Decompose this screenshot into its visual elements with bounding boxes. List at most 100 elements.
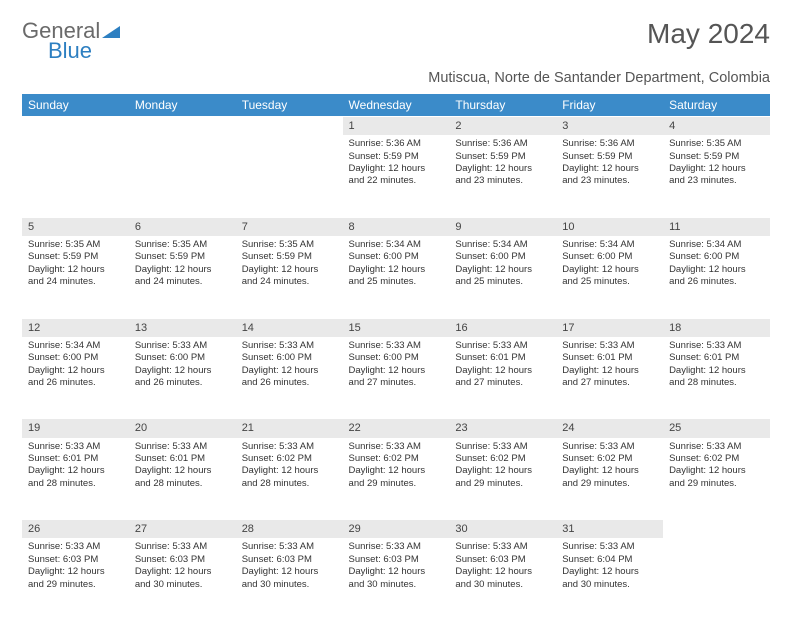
day-content-row: Sunrise: 5:35 AMSunset: 5:59 PMDaylight:… — [22, 236, 770, 318]
day-cell — [663, 538, 770, 620]
sunrise-text: Sunrise: 5:33 AM — [669, 340, 764, 352]
daylight-text: Daylight: 12 hours and 26 minutes. — [28, 365, 123, 390]
day-number — [663, 520, 770, 539]
day-cell: Sunrise: 5:35 AMSunset: 5:59 PMDaylight:… — [22, 236, 129, 318]
daylight-text: Daylight: 12 hours and 25 minutes. — [562, 264, 657, 289]
day-number — [129, 117, 236, 136]
day-number: 14 — [236, 318, 343, 337]
sunset-text: Sunset: 6:00 PM — [349, 251, 444, 263]
day-cell: Sunrise: 5:35 AMSunset: 5:59 PMDaylight:… — [236, 236, 343, 318]
weekday-header: Wednesday — [343, 94, 450, 117]
day-number: 27 — [129, 520, 236, 539]
daylight-text: Daylight: 12 hours and 28 minutes. — [669, 365, 764, 390]
sunset-text: Sunset: 6:02 PM — [669, 453, 764, 465]
daylight-text: Daylight: 12 hours and 29 minutes. — [562, 465, 657, 490]
sunrise-text: Sunrise: 5:33 AM — [349, 541, 444, 553]
day-cell: Sunrise: 5:34 AMSunset: 6:00 PMDaylight:… — [556, 236, 663, 318]
day-number: 5 — [22, 217, 129, 236]
sunset-text: Sunset: 6:03 PM — [455, 554, 550, 566]
day-number: 4 — [663, 117, 770, 136]
day-number: 7 — [236, 217, 343, 236]
sunset-text: Sunset: 6:02 PM — [242, 453, 337, 465]
sunset-text: Sunset: 6:00 PM — [242, 352, 337, 364]
sunset-text: Sunset: 6:01 PM — [669, 352, 764, 364]
day-cell — [236, 135, 343, 217]
sunset-text: Sunset: 6:01 PM — [28, 453, 123, 465]
sunset-text: Sunset: 5:59 PM — [455, 151, 550, 163]
day-cell: Sunrise: 5:33 AMSunset: 6:03 PMDaylight:… — [236, 538, 343, 620]
sunrise-text: Sunrise: 5:33 AM — [242, 340, 337, 352]
weekday-header-row: Sunday Monday Tuesday Wednesday Thursday… — [22, 94, 770, 117]
sunset-text: Sunset: 5:59 PM — [349, 151, 444, 163]
title-block: May 2024 — [647, 18, 770, 50]
day-cell: Sunrise: 5:34 AMSunset: 6:00 PMDaylight:… — [449, 236, 556, 318]
daylight-text: Daylight: 12 hours and 27 minutes. — [562, 365, 657, 390]
day-number: 24 — [556, 419, 663, 438]
daylight-text: Daylight: 12 hours and 29 minutes. — [455, 465, 550, 490]
day-cell: Sunrise: 5:33 AMSunset: 6:02 PMDaylight:… — [236, 438, 343, 520]
sunrise-text: Sunrise: 5:33 AM — [135, 441, 230, 453]
day-number: 30 — [449, 520, 556, 539]
day-number: 9 — [449, 217, 556, 236]
month-title: May 2024 — [647, 18, 770, 50]
day-cell: Sunrise: 5:33 AMSunset: 6:01 PMDaylight:… — [129, 438, 236, 520]
sunrise-text: Sunrise: 5:35 AM — [135, 239, 230, 251]
day-number: 28 — [236, 520, 343, 539]
sunrise-text: Sunrise: 5:33 AM — [242, 441, 337, 453]
day-cell: Sunrise: 5:33 AMSunset: 6:02 PMDaylight:… — [343, 438, 450, 520]
day-number: 2 — [449, 117, 556, 136]
day-cell: Sunrise: 5:33 AMSunset: 6:03 PMDaylight:… — [22, 538, 129, 620]
day-number: 21 — [236, 419, 343, 438]
day-number: 23 — [449, 419, 556, 438]
sunset-text: Sunset: 5:59 PM — [669, 151, 764, 163]
sunrise-text: Sunrise: 5:36 AM — [562, 138, 657, 150]
day-cell: Sunrise: 5:33 AMSunset: 6:03 PMDaylight:… — [129, 538, 236, 620]
day-content-row: Sunrise: 5:34 AMSunset: 6:00 PMDaylight:… — [22, 337, 770, 419]
sunset-text: Sunset: 5:59 PM — [28, 251, 123, 263]
sunset-text: Sunset: 6:00 PM — [562, 251, 657, 263]
sunrise-text: Sunrise: 5:36 AM — [349, 138, 444, 150]
day-cell: Sunrise: 5:33 AMSunset: 6:03 PMDaylight:… — [343, 538, 450, 620]
sunset-text: Sunset: 6:00 PM — [135, 352, 230, 364]
sunset-text: Sunset: 5:59 PM — [562, 151, 657, 163]
sunrise-text: Sunrise: 5:36 AM — [455, 138, 550, 150]
sunrise-text: Sunrise: 5:33 AM — [455, 441, 550, 453]
sunrise-text: Sunrise: 5:33 AM — [242, 541, 337, 553]
day-cell: Sunrise: 5:33 AMSunset: 6:00 PMDaylight:… — [343, 337, 450, 419]
day-number: 20 — [129, 419, 236, 438]
day-number — [22, 117, 129, 136]
daylight-text: Daylight: 12 hours and 25 minutes. — [455, 264, 550, 289]
sunrise-text: Sunrise: 5:35 AM — [242, 239, 337, 251]
day-number-row: 12131415161718 — [22, 318, 770, 337]
daylight-text: Daylight: 12 hours and 29 minutes. — [669, 465, 764, 490]
daylight-text: Daylight: 12 hours and 27 minutes. — [349, 365, 444, 390]
daylight-text: Daylight: 12 hours and 24 minutes. — [242, 264, 337, 289]
day-cell: Sunrise: 5:33 AMSunset: 6:02 PMDaylight:… — [663, 438, 770, 520]
daylight-text: Daylight: 12 hours and 23 minutes. — [455, 163, 550, 188]
daylight-text: Daylight: 12 hours and 28 minutes. — [242, 465, 337, 490]
day-number: 3 — [556, 117, 663, 136]
sunset-text: Sunset: 6:03 PM — [349, 554, 444, 566]
sunrise-text: Sunrise: 5:33 AM — [135, 541, 230, 553]
daylight-text: Daylight: 12 hours and 26 minutes. — [242, 365, 337, 390]
day-cell: Sunrise: 5:33 AMSunset: 6:00 PMDaylight:… — [129, 337, 236, 419]
sunrise-text: Sunrise: 5:34 AM — [349, 239, 444, 251]
daylight-text: Daylight: 12 hours and 26 minutes. — [135, 365, 230, 390]
weekday-header: Sunday — [22, 94, 129, 117]
daylight-text: Daylight: 12 hours and 28 minutes. — [28, 465, 123, 490]
daylight-text: Daylight: 12 hours and 30 minutes. — [455, 566, 550, 591]
day-number: 26 — [22, 520, 129, 539]
day-cell: Sunrise: 5:36 AMSunset: 5:59 PMDaylight:… — [556, 135, 663, 217]
day-number: 11 — [663, 217, 770, 236]
location-text: Mutiscua, Norte de Santander Department,… — [22, 70, 770, 86]
daylight-text: Daylight: 12 hours and 30 minutes. — [562, 566, 657, 591]
day-number: 16 — [449, 318, 556, 337]
day-cell — [22, 135, 129, 217]
sunset-text: Sunset: 6:00 PM — [28, 352, 123, 364]
day-number: 8 — [343, 217, 450, 236]
calendar-body: 1234Sunrise: 5:36 AMSunset: 5:59 PMDayli… — [22, 117, 770, 620]
sunset-text: Sunset: 6:01 PM — [562, 352, 657, 364]
sunset-text: Sunset: 6:03 PM — [242, 554, 337, 566]
sunrise-text: Sunrise: 5:35 AM — [28, 239, 123, 251]
day-number-row: 1234 — [22, 117, 770, 136]
